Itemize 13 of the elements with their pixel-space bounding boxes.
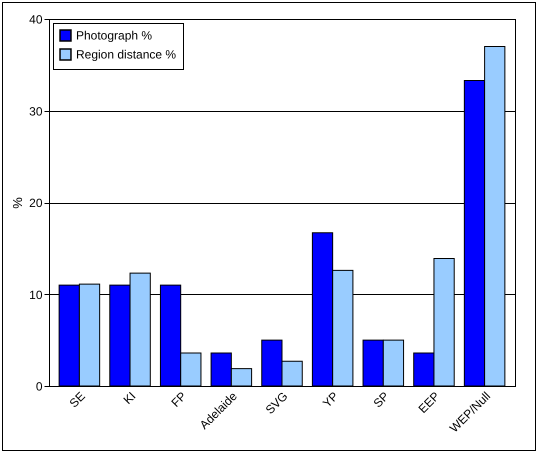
legend-label: Photograph % (76, 28, 152, 42)
y-tick-label: 30 (29, 104, 43, 118)
y-axis-title: % (10, 196, 26, 209)
y-tick-label: 40 (29, 12, 43, 26)
x-tick-label: KI (120, 389, 139, 408)
x-tick-label: SE (66, 389, 88, 410)
y-tick-label: 10 (29, 288, 43, 302)
y-tick-label: 0 (36, 380, 43, 394)
x-tick-label: SP (370, 389, 392, 410)
x-tick-label: FP (168, 389, 190, 410)
x-tick-label: YP (320, 389, 342, 410)
y-tick-label: 20 (29, 196, 43, 210)
legend-label: Region distance % (76, 48, 176, 62)
